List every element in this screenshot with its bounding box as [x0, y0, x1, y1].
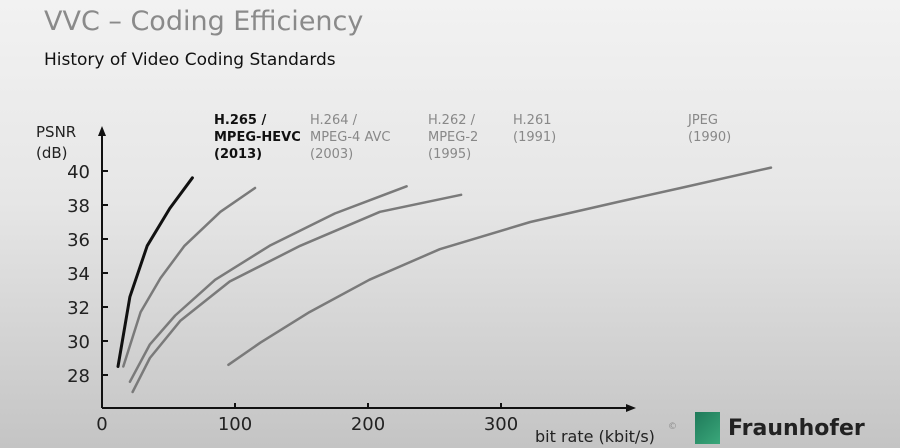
series-line — [128, 185, 408, 384]
x-tick-label: 300 — [484, 414, 518, 435]
x-axis-arrow-icon — [626, 404, 636, 412]
y-tick-label: 36 — [67, 230, 90, 251]
series-label: (1995) — [428, 147, 471, 162]
fraunhofer-logo-icon — [695, 412, 720, 444]
series-line — [122, 186, 257, 368]
y-axis-label: PSNR — [36, 123, 76, 141]
y-tick-label: 32 — [67, 298, 90, 319]
slide-subtitle: History of Video Coding Standards — [44, 50, 336, 70]
y-tick-label: 38 — [67, 196, 90, 217]
y-tick-label: 34 — [67, 264, 90, 285]
x-tick-label: 200 — [351, 414, 385, 435]
series-label: JPEG — [687, 113, 718, 128]
series-label: MPEG-2 — [428, 130, 478, 145]
y-axis-label: (dB) — [36, 144, 68, 162]
series-line — [227, 166, 773, 367]
series-label: H.261 — [513, 113, 552, 128]
slide-title: VVC – Coding Efficiency — [44, 6, 364, 37]
x-tick-label: 0 — [96, 414, 107, 435]
series-label: (2003) — [310, 147, 353, 162]
series-label: (1990) — [688, 130, 731, 145]
series-label: H.262 / — [428, 113, 476, 128]
x-tick-label: 100 — [218, 414, 252, 435]
y-axis-arrow-icon — [98, 126, 106, 136]
y-tick-label: 40 — [67, 162, 90, 183]
series-label: (2013) — [214, 147, 262, 162]
series-label: H.264 / — [310, 113, 358, 128]
x-axis-label: bit rate (kbit/s) — [535, 427, 655, 446]
y-tick-label: 28 — [67, 366, 90, 387]
fraunhofer-logo-text: Fraunhofer — [728, 416, 865, 441]
series-label: MPEG-HEVC — [214, 130, 301, 145]
series-label: (1991) — [513, 130, 556, 145]
y-tick-label: 30 — [67, 332, 90, 353]
series-label: H.265 / — [214, 113, 266, 128]
series-line — [131, 193, 463, 394]
series-label: MPEG-4 AVC — [310, 130, 390, 145]
copyright-mark: © — [668, 422, 677, 432]
series-line — [116, 176, 194, 368]
